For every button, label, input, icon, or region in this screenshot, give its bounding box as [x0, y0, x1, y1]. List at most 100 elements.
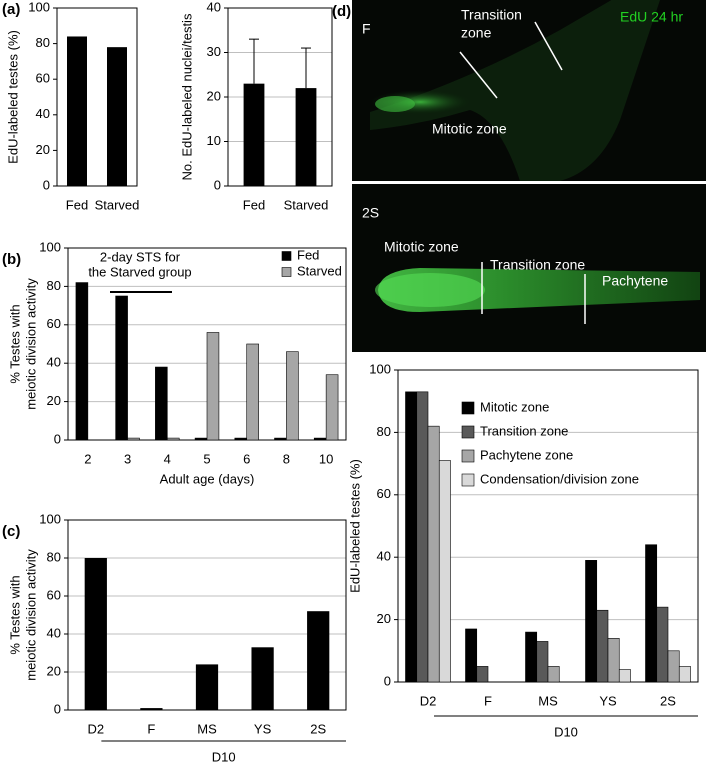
bar — [166, 437, 180, 441]
group-label: D10 — [212, 749, 236, 764]
bar — [295, 88, 317, 186]
legend-label: Fed — [297, 247, 319, 262]
bar — [536, 641, 549, 683]
y-tick-label: 20 — [47, 393, 61, 408]
bar — [251, 647, 274, 710]
legend-label: Transition zone — [480, 423, 568, 438]
y-axis-label: % Testes with — [7, 304, 22, 383]
bar — [607, 638, 620, 683]
x-axis-label: Adult age (days) — [160, 471, 255, 486]
panel-label: (d) — [332, 3, 351, 20]
y-tick-label: 40 — [47, 625, 61, 640]
bar — [67, 36, 87, 187]
bar — [667, 650, 680, 683]
panel-label: (c) — [2, 523, 20, 540]
y-axis-label: meiotic division activity — [23, 278, 38, 410]
legend-label: Starved — [297, 263, 342, 278]
bar — [84, 558, 107, 710]
plot-frame — [227, 7, 333, 187]
bar — [286, 351, 299, 441]
x-tick-label: F — [147, 721, 155, 736]
bar — [325, 374, 339, 441]
bar — [313, 437, 327, 441]
panel-label: (a) — [2, 1, 20, 18]
bar — [194, 437, 208, 441]
bar — [127, 437, 140, 441]
bar — [155, 366, 168, 441]
y-tick-label: 0 — [214, 177, 221, 192]
bar — [585, 560, 598, 683]
y-tick-label: 80 — [47, 278, 61, 293]
x-tick-label: YS — [254, 721, 272, 736]
plot-frame — [56, 7, 138, 187]
legend-label: Pachytene zone — [480, 447, 573, 462]
legend-label: Condensation/division zone — [480, 471, 639, 486]
micrograph-label: Transition — [461, 7, 522, 23]
x-tick-label: Starved — [284, 197, 329, 212]
y-axis-label: % Testes with — [7, 575, 22, 654]
y-axis-label: meiotic division activity — [23, 549, 38, 681]
bar — [416, 391, 429, 683]
bar — [307, 611, 330, 710]
bar — [234, 437, 248, 441]
x-tick-label: 2 — [84, 451, 91, 466]
bar — [405, 391, 418, 683]
x-tick-label: 2S — [310, 721, 326, 736]
x-tick-label: 3 — [124, 451, 131, 466]
panel-label: (b) — [2, 251, 21, 268]
bar — [596, 609, 609, 683]
y-tick-label: 10 — [207, 133, 221, 148]
y-tick-label: 0 — [54, 431, 61, 446]
x-tick-label: MS — [197, 721, 217, 736]
y-tick-label: 60 — [47, 316, 61, 331]
x-tick-label: YS — [599, 693, 617, 708]
x-tick-label: Starved — [95, 197, 140, 212]
y-tick-label: 30 — [207, 44, 221, 59]
bar — [678, 666, 691, 683]
legend-swatch — [281, 251, 292, 261]
annotation: the Starved group — [88, 264, 191, 279]
bar — [645, 544, 658, 683]
y-tick-label: 20 — [377, 611, 391, 626]
x-tick-label: D2 — [87, 721, 104, 736]
micrograph-label: Pachytene — [602, 273, 668, 289]
bar — [115, 295, 128, 441]
y-tick-label: 0 — [54, 701, 61, 716]
micrograph-label: zone — [461, 25, 492, 41]
y-tick-label: 80 — [36, 35, 50, 50]
micrograph-label: F — [362, 21, 371, 37]
micrograph-label: Mitotic zone — [432, 121, 507, 137]
micrograph-2s: 2S Mitotic zone Transition zone Pachyten… — [352, 184, 706, 352]
bar — [476, 666, 489, 683]
legend-swatch — [461, 401, 475, 415]
y-tick-label: 100 — [39, 239, 61, 254]
legend-swatch — [281, 267, 292, 277]
x-tick-label: 8 — [283, 451, 290, 466]
x-tick-label: 5 — [203, 451, 210, 466]
y-tick-label: 40 — [207, 0, 221, 14]
bar — [525, 631, 538, 683]
bar — [243, 83, 265, 186]
legend-swatch — [461, 473, 475, 487]
legend-swatch — [461, 425, 475, 439]
bar — [427, 425, 440, 683]
y-tick-label: 40 — [377, 549, 391, 564]
x-tick-label: 2S — [660, 693, 676, 708]
micrograph-label: 2S — [362, 205, 379, 221]
y-axis-label: No. EdU-labeled nuclei/testis — [179, 13, 194, 180]
x-tick-label: F — [484, 693, 492, 708]
bar — [438, 460, 451, 683]
bar — [656, 606, 669, 683]
y-tick-label: 60 — [36, 71, 50, 86]
x-tick-label: Fed — [243, 197, 265, 212]
legend-label: Mitotic zone — [480, 399, 549, 414]
y-tick-label: 60 — [377, 486, 391, 501]
x-tick-label: Fed — [66, 197, 88, 212]
bar — [274, 437, 287, 441]
x-tick-label: 6 — [243, 451, 250, 466]
bar — [465, 628, 478, 683]
y-axis-label: EdU-labeled testes (%) — [347, 459, 362, 593]
y-tick-label: 100 — [28, 0, 50, 14]
bar — [206, 332, 220, 441]
